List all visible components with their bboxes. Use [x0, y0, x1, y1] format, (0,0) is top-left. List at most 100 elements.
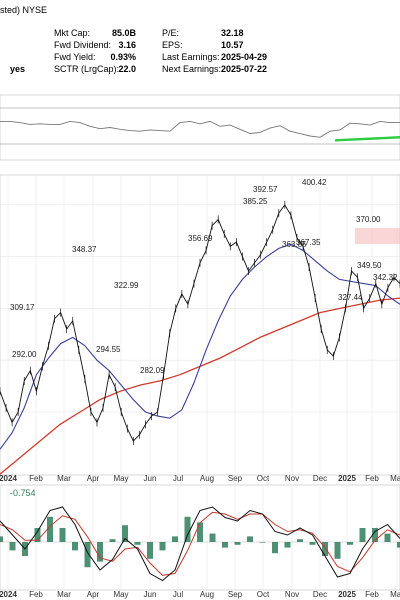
indicator-panel-frame — [0, 94, 400, 161]
price-x-tick-label: Sep — [228, 474, 243, 483]
macd-histogram-bar — [47, 516, 53, 542]
macd-histogram-bar — [84, 542, 91, 568]
price-annotation-label: 322.99 — [114, 281, 139, 290]
stat-value: 0.93% — [110, 52, 136, 62]
price-annotation-label: 385.25 — [243, 197, 268, 206]
macd-signal-line — [0, 511, 400, 576]
macd-histogram-bar — [172, 536, 178, 542]
price-annotation-label: 367.35 — [296, 238, 321, 247]
stat-label: Fwd Yield: — [54, 52, 96, 62]
price-annotation-label: 294.55 — [96, 345, 121, 354]
macd-histogram-bar — [284, 542, 291, 548]
price-annotation-label: 282.09 — [140, 366, 165, 375]
macd-x-tick-label: 2025 — [338, 590, 356, 599]
stat-value: 3.16 — [118, 40, 136, 50]
macd-histogram-bar — [72, 542, 78, 551]
price-annotation-label: 363.85 — [282, 240, 307, 249]
macd-histogram-bar — [372, 528, 378, 542]
header-suffix-label: yes — [10, 64, 26, 74]
price-annotation-label: 356.69 — [188, 234, 213, 243]
price-x-tick-label: Jul — [173, 474, 183, 483]
macd-x-tick-label: Apr — [87, 590, 100, 599]
macd-histogram-bar — [147, 542, 153, 559]
macd-x-tick-label: Jun — [144, 590, 157, 599]
price-x-tick-label: Feb — [365, 474, 379, 483]
price-annotation-label: 349.50 — [357, 261, 382, 270]
price-x-tick-label: 2024 — [0, 474, 17, 483]
macd-x-tick-label: Mar — [390, 590, 400, 599]
macd-histogram-bar — [384, 533, 391, 542]
macd-histogram-bar — [297, 539, 303, 542]
stat-value: 2025-04-29 — [221, 52, 268, 62]
stat-label: Next Earnings: — [162, 64, 222, 74]
macd-histogram-bar — [397, 542, 400, 548]
stat-label: Fwd Dividend: — [54, 40, 112, 50]
macd-histogram-bar — [359, 528, 366, 542]
macd-histogram-bar — [184, 516, 191, 542]
macd-line — [0, 506, 400, 582]
stat-value: 22.0 — [118, 64, 136, 74]
price-x-tick-label: 2025 — [338, 474, 356, 483]
macd-histogram-bar — [0, 536, 3, 542]
price-panel: 309.17 292.00 348.37 322.99 294.55 282.09 356.… — [0, 174, 400, 483]
price-annotation-label: 348.37 — [72, 245, 97, 254]
macd-histogram-bar — [9, 542, 16, 551]
stat-value: 10.57 — [221, 40, 244, 50]
macd-x-tick-label: 2024 — [0, 590, 17, 599]
price-x-tick-label: Mar — [390, 474, 400, 483]
price-annotation-label: 392.57 — [253, 185, 278, 194]
macd-x-tick-label: Sep — [228, 590, 243, 599]
macd-histogram-bar — [109, 539, 116, 542]
indicator-panel — [0, 94, 400, 161]
macd-x-tick-label: May — [113, 590, 128, 599]
price-x-tick-label: Dec — [313, 474, 327, 483]
stat-value: 2025-07-22 — [221, 64, 268, 74]
price-annotation-label: 327.44 — [338, 293, 363, 302]
price-x-tick-label: Feb — [29, 474, 43, 483]
macd-histogram-bar — [159, 542, 166, 551]
macd-histogram-bar — [272, 542, 278, 554]
price-panel-frame — [0, 174, 400, 476]
stat-label: Mkt Cap: — [54, 28, 91, 38]
price-x-tick-label: Oct — [257, 474, 270, 483]
macd-histogram-bar — [197, 522, 203, 542]
price-x-tick-label: Jun — [144, 474, 157, 483]
macd-histogram-bar — [334, 542, 341, 559]
macd-histogram-bar — [347, 542, 353, 545]
stat-label: Last Earnings: — [162, 52, 220, 62]
macd-histogram-bar — [259, 542, 266, 543]
price-annotation-label: 400.42 — [302, 178, 327, 187]
macd-histogram-bar — [59, 528, 66, 542]
stat-label: EPS: — [162, 40, 183, 50]
sma50-line — [0, 243, 400, 450]
price-annotation-label: 309.17 — [10, 303, 35, 312]
macd-x-tick-label: Aug — [200, 590, 214, 599]
macd-x-tick-label: Dec — [313, 590, 327, 599]
macd-histogram-bar — [222, 542, 228, 548]
macd-x-tick-label: Feb — [365, 590, 379, 599]
macd-histogram-bar — [134, 542, 141, 545]
price-x-tick-label: May — [113, 474, 128, 483]
macd-histogram-bar — [122, 525, 128, 542]
price-x-tick-label: Nov — [285, 474, 299, 483]
macd-panel: -0.754 2024 Feb Mar Apr May Jun Jul Aug Sep Oct No… — [0, 484, 400, 599]
price-x-tick-label: Aug — [200, 474, 214, 483]
macd-x-tick-label: Jul — [173, 590, 183, 599]
macd-x-tick-label: Mar — [57, 590, 71, 599]
stat-value: 32.18 — [221, 28, 244, 38]
chart-title-fragment: sted) NYSE — [0, 5, 48, 15]
macd-histogram-bar — [97, 542, 103, 562]
macd-histogram-bar — [234, 542, 241, 545]
chart-header: sted) NYSE Mkt Cap: 85.0B Fwd Dividend: … — [0, 0, 400, 88]
macd-histogram-bar — [322, 542, 328, 556]
indicator-line — [0, 120, 400, 138]
price-annotation-label: 370.00 — [356, 215, 381, 224]
resistance-zone — [355, 228, 400, 244]
price-x-tick-label: Mar — [57, 474, 71, 483]
macd-x-tick-label: Oct — [257, 590, 270, 599]
macd-x-tick-label: Nov — [285, 590, 299, 599]
stat-value: 85.0B — [111, 28, 136, 38]
price-annotation-label: 292.00 — [12, 350, 37, 359]
stat-label: SCTR (LrgCap): — [54, 64, 120, 74]
